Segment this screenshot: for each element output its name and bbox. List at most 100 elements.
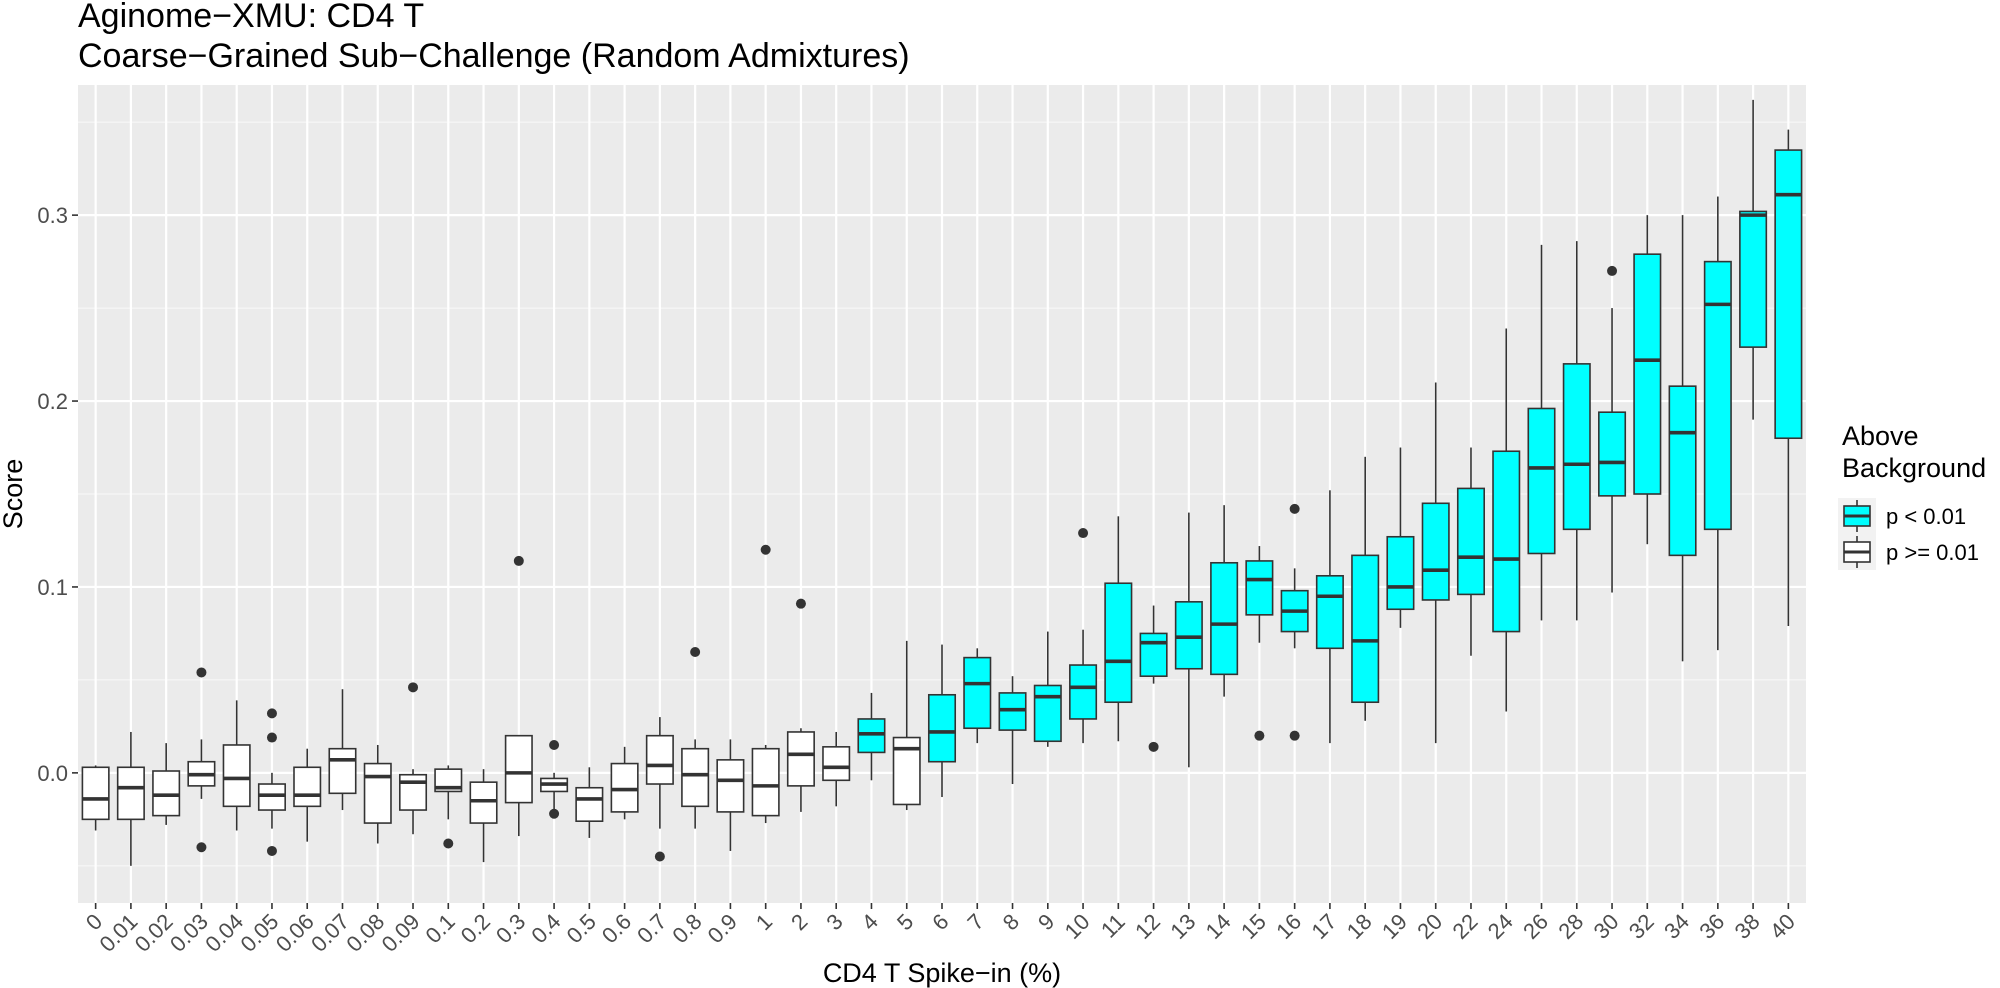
x-tick-label: 8 xyxy=(998,909,1024,935)
box-iqr xyxy=(963,656,992,730)
x-tick-label: 0.9 xyxy=(703,909,742,948)
box-iqr xyxy=(1210,561,1239,676)
box-iqr xyxy=(1668,385,1697,557)
outlier-point xyxy=(266,732,277,743)
box-15 xyxy=(1245,546,1274,741)
box-19 xyxy=(1386,447,1415,628)
x-tick-label: 0.5 xyxy=(562,909,601,948)
y-axis-title: Score xyxy=(0,459,28,530)
x-tick-label: 0.7 xyxy=(632,909,671,948)
box-0.07 xyxy=(328,689,357,811)
x-tick-label: 1 xyxy=(751,909,777,935)
box-0 xyxy=(81,765,110,831)
box-iqr xyxy=(610,762,639,813)
box-iqr xyxy=(786,731,815,787)
box-0.8 xyxy=(681,647,710,829)
legend-title-line-2: Background xyxy=(1842,453,1986,483)
box-iqr xyxy=(1562,363,1591,531)
box-1 xyxy=(751,544,780,824)
box-7 xyxy=(963,648,992,744)
box-iqr xyxy=(1386,535,1415,611)
box-16 xyxy=(1280,503,1309,741)
y-axis-ticks: 0.0 0.1 0.2 0.3 xyxy=(37,203,78,786)
outlier-point xyxy=(196,667,207,678)
x-tick-label: 0.6 xyxy=(597,909,636,948)
outlier-point xyxy=(266,708,277,719)
y-tick-label: 0.3 xyxy=(37,203,68,228)
box-26 xyxy=(1527,244,1556,621)
box-iqr xyxy=(1069,664,1098,720)
legend-label-not-significant: p >= 0.01 xyxy=(1886,540,1979,565)
box-24 xyxy=(1492,328,1521,712)
box-0.02 xyxy=(152,743,181,825)
box-iqr xyxy=(857,718,886,754)
box-iqr xyxy=(1174,601,1203,670)
x-axis-ticks: 00.010.020.030.040.050.060.070.080.090.1… xyxy=(81,903,1800,957)
x-tick-label: 13 xyxy=(1165,909,1200,944)
box-iqr xyxy=(1527,407,1556,555)
box-iqr xyxy=(504,734,533,804)
outlier-point xyxy=(266,845,277,856)
box-17 xyxy=(1315,490,1344,744)
box-iqr xyxy=(81,766,110,821)
box-38 xyxy=(1739,99,1768,420)
box-3 xyxy=(822,731,851,807)
outlier-point xyxy=(1289,503,1300,514)
box-40 xyxy=(1774,129,1803,626)
outlier-point xyxy=(549,808,560,819)
x-tick-label: 0.4 xyxy=(526,909,565,948)
x-tick-label: 0.09 xyxy=(377,909,425,957)
box-13 xyxy=(1174,512,1203,768)
box-0.01 xyxy=(116,731,145,866)
legend-title-line-1: Above xyxy=(1842,421,1919,451)
x-tick-label: 34 xyxy=(1659,909,1694,944)
outlier-point xyxy=(513,555,524,566)
box-iqr xyxy=(1245,560,1274,616)
outlier-point xyxy=(1148,741,1159,752)
outlier-point xyxy=(1078,528,1089,539)
box-32 xyxy=(1633,215,1662,545)
box-0.1 xyxy=(434,765,463,849)
box-12 xyxy=(1139,605,1168,752)
x-tick-label: 24 xyxy=(1483,909,1518,944)
box-iqr xyxy=(293,766,322,808)
box-0.9 xyxy=(716,739,745,851)
box-iqr xyxy=(1139,632,1168,677)
box-iqr xyxy=(434,768,463,793)
box-iqr xyxy=(257,783,286,811)
outlier-point xyxy=(408,682,419,693)
box-10 xyxy=(1069,528,1098,744)
box-8 xyxy=(998,676,1027,785)
x-tick-label: 6 xyxy=(927,909,953,935)
x-tick-label: 12 xyxy=(1130,909,1165,944)
x-tick-label: 38 xyxy=(1730,909,1765,944)
box-iqr xyxy=(681,747,710,808)
box-iqr xyxy=(1598,411,1627,497)
x-tick-label: 36 xyxy=(1694,909,1729,944)
box-0.03 xyxy=(187,667,216,853)
y-tick-label: 0.1 xyxy=(37,575,68,600)
box-0.04 xyxy=(222,700,251,831)
outlier-point xyxy=(654,851,665,862)
box-0.06 xyxy=(293,748,322,842)
x-tick-label: 20 xyxy=(1412,909,1447,944)
chart-subtitle: Coarse−Grained Sub−Challenge (Random Adm… xyxy=(78,37,910,75)
outlier-point xyxy=(1289,730,1300,741)
x-tick-label: 18 xyxy=(1342,909,1377,944)
box-iqr xyxy=(152,770,181,817)
box-14 xyxy=(1210,505,1239,697)
box-iqr xyxy=(1033,684,1062,743)
box-iqr xyxy=(822,746,851,782)
x-tick-label: 15 xyxy=(1236,909,1271,944)
box-series xyxy=(81,99,1803,866)
box-36 xyxy=(1703,196,1732,651)
box-iqr xyxy=(645,734,674,785)
x-tick-label: 5 xyxy=(892,909,918,935)
x-tick-label: 9 xyxy=(1033,909,1059,935)
box-0.05 xyxy=(257,708,286,856)
y-tick-label: 0.2 xyxy=(37,389,68,414)
box-2 xyxy=(786,598,815,812)
legend: Above Background p < 0.01 p >= 0.01 xyxy=(1838,421,1986,570)
x-tick-label: 22 xyxy=(1448,909,1483,944)
x-tick-label: 0.8 xyxy=(667,909,706,948)
